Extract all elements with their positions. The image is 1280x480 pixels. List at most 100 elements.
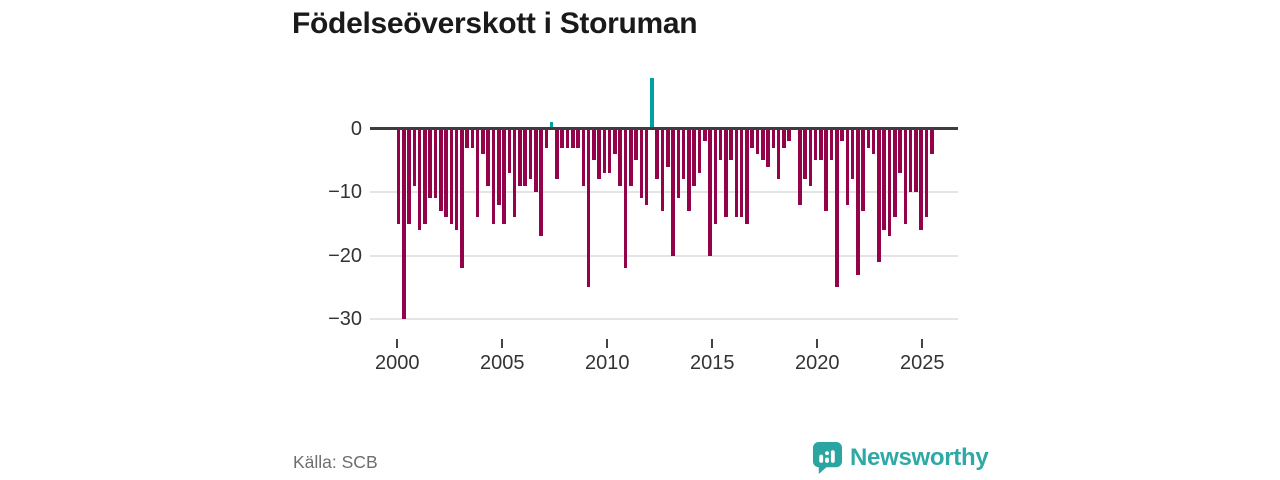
bar [481,128,485,154]
bar [692,128,696,186]
bar [428,128,432,199]
bar [787,128,791,142]
bar [739,128,744,218]
x-axis-label: 2020 [795,352,840,374]
newsworthy-brand-name: Newsworthy [850,444,989,471]
x-axis-tick [816,339,819,348]
newsworthy-logo-icon [812,441,843,475]
bar [586,128,591,288]
bar [729,128,733,161]
bar [460,128,464,269]
bar [776,128,781,180]
bar [671,128,675,256]
bar [908,128,913,192]
bar [644,128,649,205]
bar [924,128,929,218]
bar [528,128,533,180]
bar [401,128,406,319]
bar [533,128,538,192]
bar [570,128,575,148]
chart-title: Födelseöverskott i Storuman [292,7,698,40]
bar [898,128,902,173]
bar [850,128,855,180]
bar [797,128,802,205]
x-axis-tick [501,339,504,348]
bar [877,128,881,262]
bar [634,128,638,161]
bar [623,128,628,269]
y-axis-label: −10 [328,181,362,203]
bar [660,128,665,212]
bar [444,128,448,218]
bar [782,128,786,148]
y-axis-label: −20 [328,244,362,267]
bar [687,128,691,212]
x-axis-tick [606,339,609,348]
bar [438,128,443,212]
bar [412,128,417,186]
bar [650,77,654,129]
bar [819,128,823,161]
bar [761,128,765,161]
bar [549,122,554,129]
bar [713,128,718,224]
bar [518,128,522,186]
bar [512,128,517,218]
bar [449,128,454,224]
bar [539,128,543,237]
bar [803,128,807,180]
bar [465,128,469,148]
bar [592,128,596,161]
bar [581,128,586,186]
bar [829,128,834,161]
bar [771,128,776,148]
bar [866,128,871,148]
newsworthy-brand-link[interactable]: Newsworthy [812,441,989,475]
x-axis-tick [396,339,399,348]
bar [724,128,728,218]
bar [856,128,860,275]
bar [718,128,723,161]
x-axis-label: 2000 [375,352,420,374]
bar [560,128,564,148]
bar [681,128,686,180]
bar [676,128,681,199]
bar [808,128,813,186]
bar [555,128,559,180]
bar [565,128,570,148]
y-axis-label: 0 [350,117,362,140]
bar [576,128,580,148]
bar [887,128,892,237]
bar [502,128,506,224]
bar [639,128,644,199]
bar [602,128,607,173]
bar [882,128,887,231]
bar [665,128,670,167]
plot-area: 0 −10 −20 −30 2000 2005 2010 2015 2020 2025 [278,68,978,398]
bar [914,128,918,192]
bar [893,128,897,218]
bar [417,128,422,231]
y-gridline [370,254,958,257]
y-axis-label: −30 [328,308,362,330]
bar [613,128,617,154]
x-axis-line [370,127,958,130]
bar [597,128,601,180]
bar [745,128,749,224]
bar [929,128,934,154]
bar [734,128,739,218]
bar [655,128,659,180]
source-text: Källa: SCB [293,452,378,472]
bar [697,128,702,173]
bar [755,128,760,154]
bar [702,128,707,142]
bar [407,128,411,224]
bar [813,128,818,161]
x-axis-label: 2010 [585,352,630,374]
x-axis-tick [711,339,714,348]
bar [475,128,480,218]
bar [433,128,438,199]
bar [871,128,876,154]
bar [523,128,527,186]
